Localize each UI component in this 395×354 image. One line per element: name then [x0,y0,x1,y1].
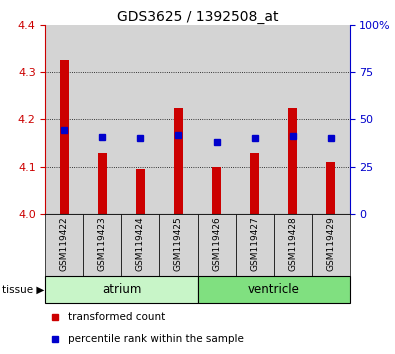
Bar [312,214,350,276]
Bar [60,60,69,214]
Bar [250,153,259,214]
Text: tissue ▶: tissue ▶ [2,284,44,295]
Bar [235,25,273,214]
Bar [98,153,107,214]
Bar [273,25,312,214]
Text: GSM119427: GSM119427 [250,216,259,271]
Text: GSM119425: GSM119425 [174,216,183,271]
Bar [122,25,160,214]
Bar [235,214,274,276]
Bar [160,214,198,276]
Bar [83,25,121,214]
Text: GSM119428: GSM119428 [288,216,297,271]
Bar [326,162,335,214]
Bar [273,214,312,276]
Text: percentile rank within the sample: percentile rank within the sample [68,334,244,344]
Text: GSM119423: GSM119423 [98,216,107,271]
Text: ventricle: ventricle [248,283,299,296]
Title: GDS3625 / 1392508_at: GDS3625 / 1392508_at [117,10,278,24]
Bar [212,167,221,214]
Bar [45,276,198,303]
Bar [136,169,145,214]
Bar [45,25,83,214]
Bar [288,108,297,214]
Text: GSM119426: GSM119426 [212,216,221,271]
Bar [198,214,235,276]
Text: atrium: atrium [102,283,141,296]
Bar [45,214,83,276]
Bar [83,214,122,276]
Text: GSM119424: GSM119424 [136,216,145,271]
Bar [198,25,235,214]
Bar [174,108,183,214]
Text: GSM119429: GSM119429 [326,216,335,271]
Bar [198,276,350,303]
Text: transformed count: transformed count [68,312,166,322]
Bar [312,25,350,214]
Bar [160,25,198,214]
Text: GSM119422: GSM119422 [60,216,69,271]
Bar [122,214,160,276]
